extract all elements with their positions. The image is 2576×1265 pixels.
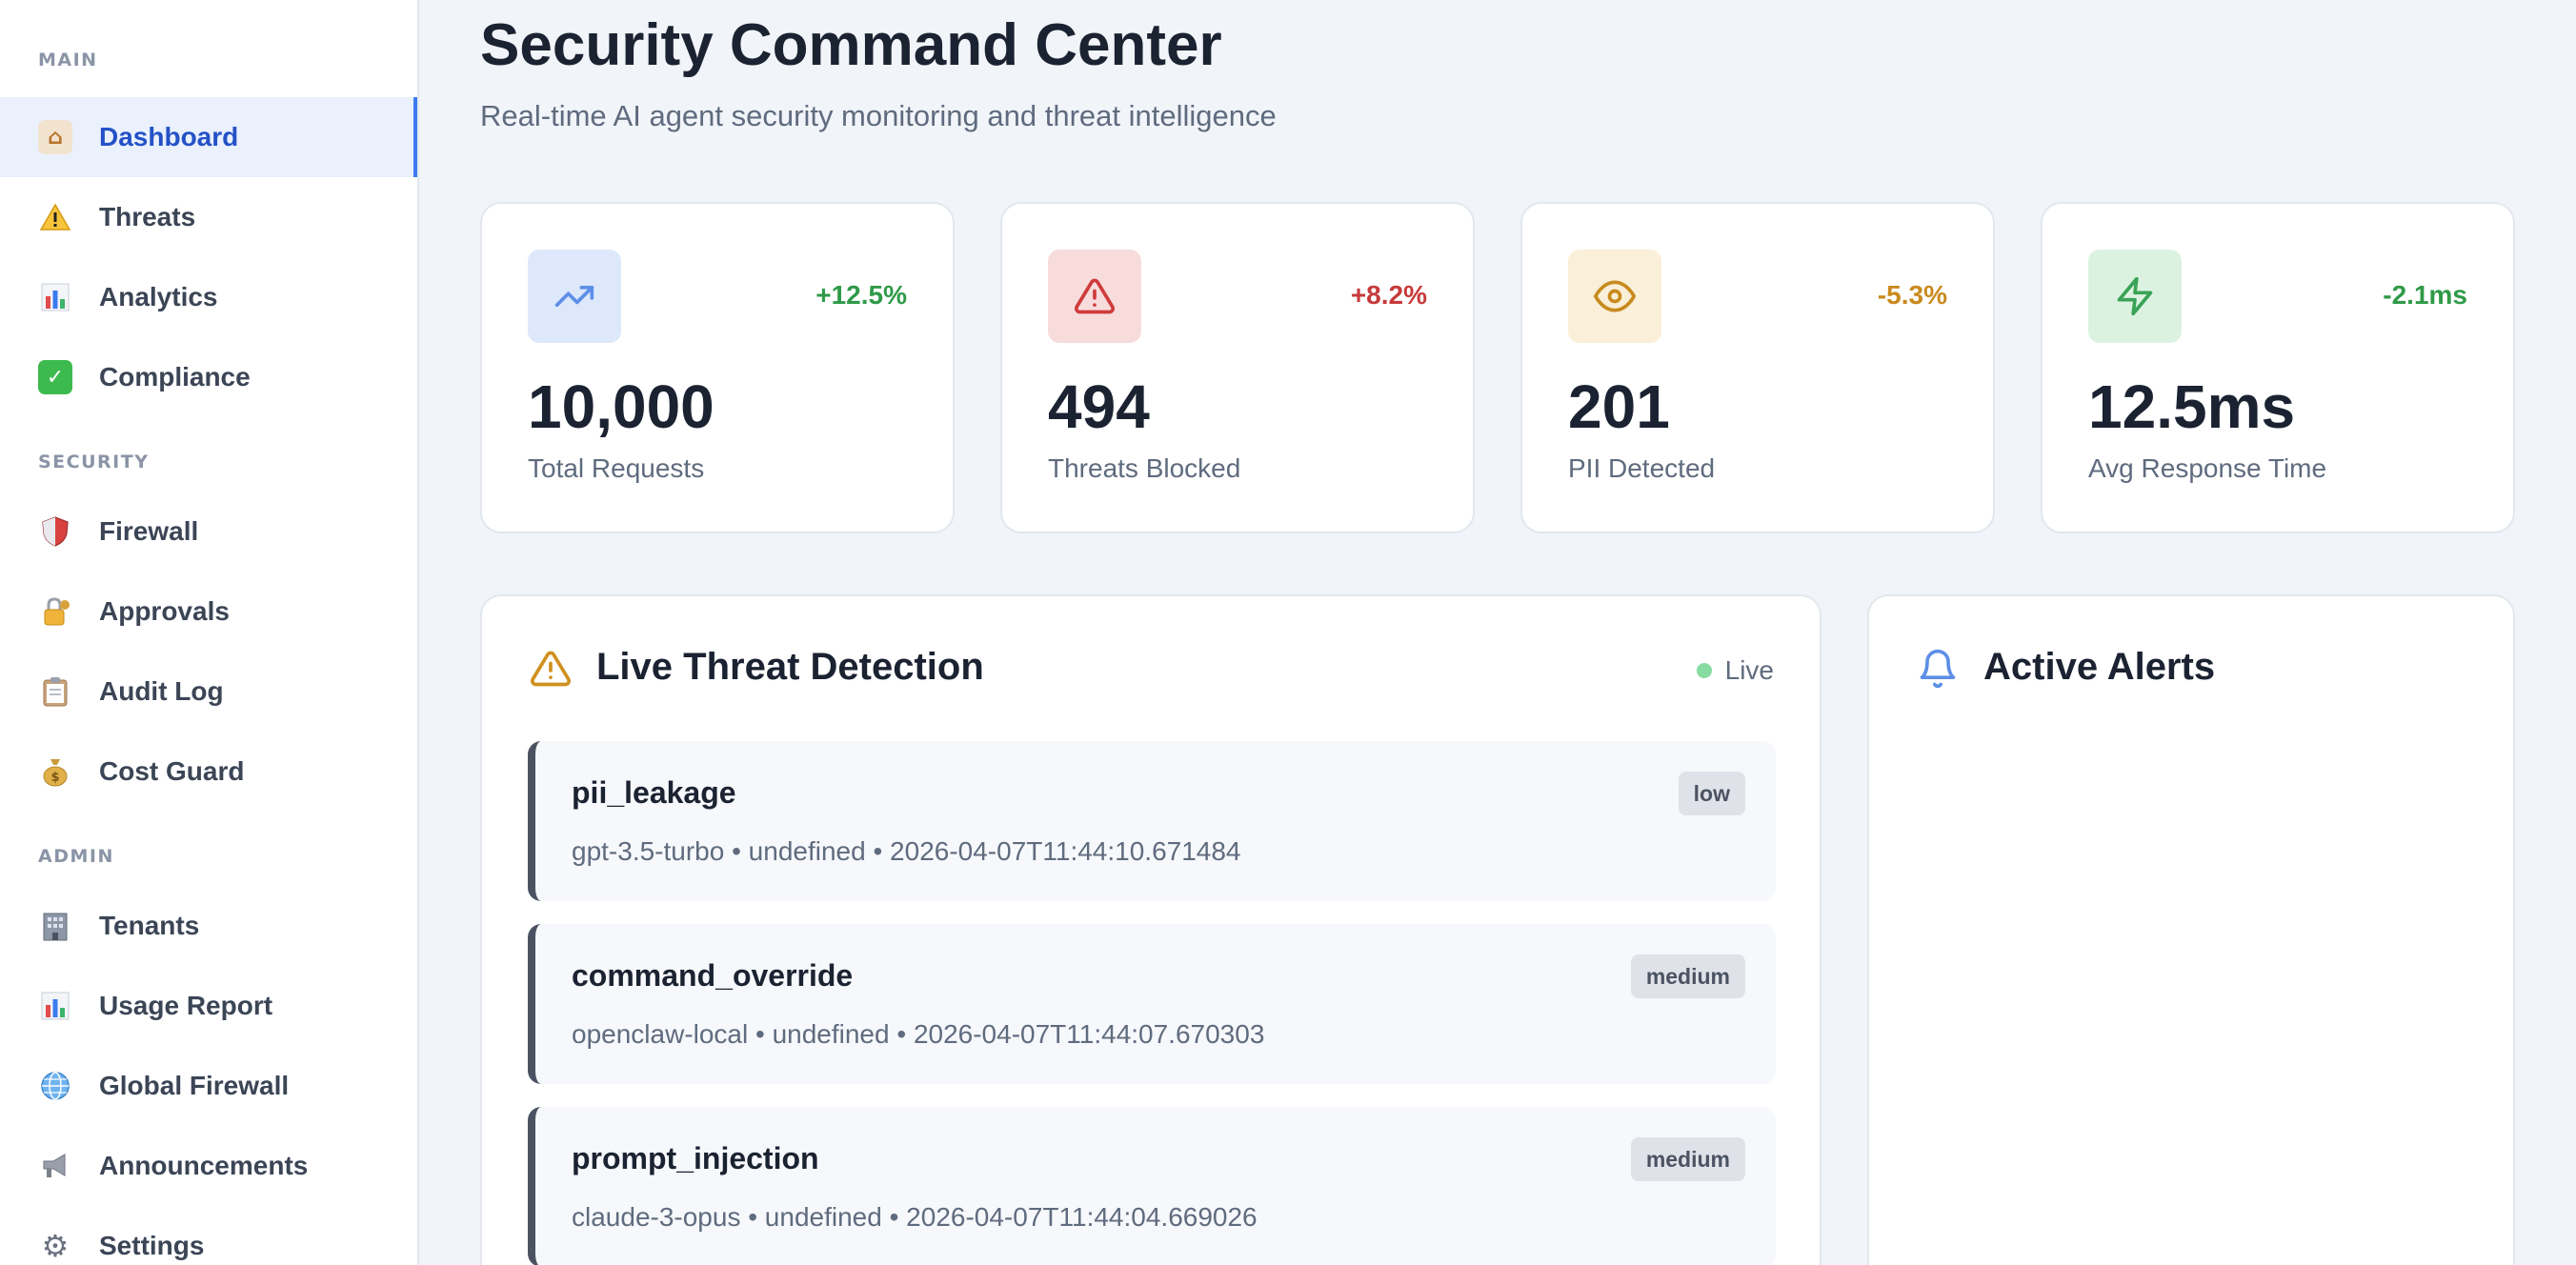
- stat-change: -2.1ms: [2383, 280, 2467, 310]
- live-threat-panel: Live Threat Detection Live pii_leakage g…: [480, 594, 1821, 1265]
- sidebar-item-label: Tenants: [99, 911, 200, 940]
- lock-icon: [38, 594, 72, 629]
- svg-text:$: $: [50, 771, 59, 785]
- stat-label: PII Detected: [1568, 453, 1716, 483]
- sidebar-item-cost-guard[interactable]: $ Cost Guard: [0, 732, 417, 812]
- stat-card-threats-blocked: +8.2% 494 Threats Blocked: [1000, 202, 1475, 533]
- stat-label: Avg Response Time: [2088, 453, 2327, 483]
- severity-badge: low: [1678, 772, 1745, 815]
- warning-icon: [38, 200, 72, 234]
- threat-name: command_override: [572, 958, 854, 993]
- severity-badge: medium: [1630, 1137, 1745, 1181]
- eye-icon: [1568, 250, 1661, 343]
- page-subtitle: Real-time AI agent security monitoring a…: [480, 99, 1277, 132]
- zap-icon: [2088, 250, 2182, 343]
- stat-card-pii-detected: -5.3% 201 PII Detected: [1520, 202, 1995, 533]
- alert-triangle-icon: [1048, 250, 1141, 343]
- globe-icon: [38, 1069, 72, 1103]
- panel-title: Live Threat Detection: [596, 646, 984, 688]
- stat-change: +12.5%: [815, 280, 907, 310]
- section-label-security: SECURITY: [38, 452, 150, 472]
- sidebar-item-label: Global Firewall: [99, 1071, 290, 1100]
- panel-title: Active Alerts: [1983, 646, 2216, 688]
- sidebar-item-label: Approvals: [99, 596, 230, 626]
- sidebar-item-label: Dashboard: [99, 122, 239, 151]
- trending-up-icon: [528, 250, 621, 343]
- sidebar: MAIN ⌂ Dashboard Threats Analytics ✓ Com…: [0, 0, 419, 1265]
- check-icon: ✓: [38, 360, 72, 394]
- section-label-admin: ADMIN: [38, 846, 114, 867]
- threat-item[interactable]: pii_leakage gpt-3.5-turbo • undefined • …: [528, 741, 1776, 901]
- gear-icon: ⚙: [41, 1228, 70, 1264]
- live-indicator: Live: [1696, 655, 1774, 686]
- threat-meta: claude-3-opus • undefined • 2026-04-07T1…: [572, 1202, 1258, 1232]
- sidebar-item-firewall[interactable]: Firewall: [0, 492, 417, 572]
- live-status: Live: [1724, 655, 1774, 685]
- threat-item[interactable]: prompt_injection claude-3-opus • undefin…: [528, 1107, 1776, 1265]
- threat-name: prompt_injection: [572, 1141, 819, 1175]
- severity-badge: medium: [1630, 954, 1745, 998]
- megaphone-icon: [38, 1149, 72, 1183]
- stat-value: 12.5ms: [2088, 372, 2296, 441]
- sidebar-item-label: Cost Guard: [99, 756, 245, 786]
- sidebar-item-threats[interactable]: Threats: [0, 177, 417, 257]
- sidebar-item-analytics[interactable]: Analytics: [0, 257, 417, 337]
- stat-change: +8.2%: [1350, 280, 1427, 310]
- threat-meta: gpt-3.5-turbo • undefined • 2026-04-07T1…: [572, 836, 1241, 866]
- building-icon: [38, 909, 72, 943]
- page-title: Security Command Center: [480, 12, 1222, 78]
- money-bag-icon: $: [38, 754, 72, 789]
- stat-card-avg-response-time: -2.1ms 12.5ms Avg Response Time: [2041, 202, 2515, 533]
- stat-label: Threats Blocked: [1048, 453, 1241, 483]
- sidebar-item-tenants[interactable]: Tenants: [0, 886, 417, 966]
- section-label-main: MAIN: [38, 50, 98, 70]
- stat-value: 494: [1048, 372, 1150, 441]
- sidebar-item-global-firewall[interactable]: Global Firewall: [0, 1046, 417, 1126]
- threat-item[interactable]: command_override openclaw-local • undefi…: [528, 924, 1776, 1084]
- stat-value: 10,000: [528, 372, 714, 441]
- threat-name: pii_leakage: [572, 775, 736, 810]
- sidebar-item-audit-log[interactable]: Audit Log: [0, 652, 417, 732]
- live-dot-icon: [1696, 663, 1712, 678]
- sidebar-item-label: Settings: [99, 1231, 205, 1260]
- sidebar-item-label: Audit Log: [99, 676, 224, 706]
- stat-card-total-requests: +12.5% 10,000 Total Requests: [480, 202, 955, 533]
- stat-change: -5.3%: [1877, 280, 1947, 310]
- house-icon: ⌂: [38, 120, 72, 154]
- bar-chart-icon: [38, 989, 72, 1023]
- stat-label: Total Requests: [528, 453, 705, 483]
- sidebar-item-label: Threats: [99, 202, 196, 231]
- sidebar-item-settings[interactable]: ⚙ Settings: [0, 1206, 417, 1265]
- sidebar-item-announcements[interactable]: Announcements: [0, 1126, 417, 1206]
- sidebar-item-label: Announcements: [99, 1151, 309, 1180]
- bell-icon: [1920, 649, 1956, 689]
- sidebar-item-label: Firewall: [99, 516, 199, 546]
- clipboard-icon: [38, 674, 72, 709]
- sidebar-item-usage-report[interactable]: Usage Report: [0, 966, 417, 1046]
- sidebar-item-label: Usage Report: [99, 991, 273, 1020]
- alert-triangle-icon: [531, 651, 571, 687]
- sidebar-item-label: Compliance: [99, 362, 251, 392]
- shield-icon: [38, 514, 72, 549]
- sidebar-item-label: Analytics: [99, 282, 218, 311]
- threat-meta: openclaw-local • undefined • 2026-04-07T…: [572, 1019, 1265, 1049]
- sidebar-item-compliance[interactable]: ✓ Compliance: [0, 337, 417, 417]
- active-alerts-panel: Active Alerts: [1867, 594, 2515, 1265]
- bar-chart-icon: [38, 280, 72, 314]
- sidebar-item-approvals[interactable]: Approvals: [0, 572, 417, 652]
- stat-value: 201: [1568, 372, 1670, 441]
- sidebar-item-dashboard[interactable]: ⌂ Dashboard: [0, 97, 417, 177]
